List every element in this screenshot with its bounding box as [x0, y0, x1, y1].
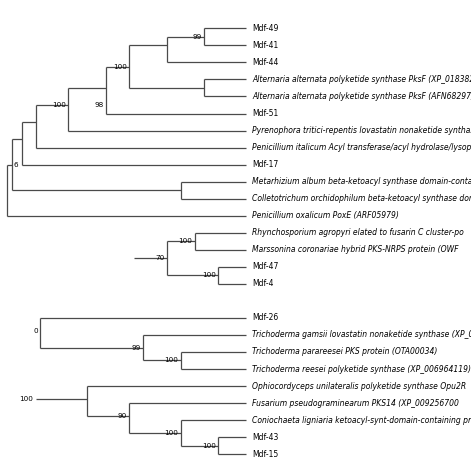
Text: Rhynchosporium agropyri elated to fusarin C cluster-po: Rhynchosporium agropyri elated to fusari… — [252, 228, 464, 237]
Text: Trichoderma gamsii lovastatin nonaketide synthase (XP_018659688): Trichoderma gamsii lovastatin nonaketide… — [252, 330, 474, 339]
Text: Mdf-17: Mdf-17 — [252, 160, 278, 169]
Text: Penicillium italicum Acyl transferase/acyl hydrolase/lysophospholipa: Penicillium italicum Acyl transferase/ac… — [252, 143, 474, 152]
Text: Mdf-44: Mdf-44 — [252, 58, 278, 67]
Text: Pyrenophora tritici-repentis lovastatin nonaketide synthase (XP_00: Pyrenophora tritici-repentis lovastatin … — [252, 126, 474, 135]
Text: 100: 100 — [179, 238, 192, 244]
Text: Mdf-15: Mdf-15 — [252, 450, 278, 459]
Text: 100: 100 — [164, 430, 178, 436]
Text: Trichoderma reesei polyketide synthase (XP_006964119): Trichoderma reesei polyketide synthase (… — [252, 365, 471, 374]
Text: Penicillium oxalicum PoxE (ARF05979): Penicillium oxalicum PoxE (ARF05979) — [252, 211, 399, 220]
Text: Fusarium pseudograminearum PKS14 (XP_009256700: Fusarium pseudograminearum PKS14 (XP_009… — [252, 399, 459, 408]
Text: Marssonina coronariae hybrid PKS-NRPS protein (OWF: Marssonina coronariae hybrid PKS-NRPS pr… — [252, 245, 458, 254]
Text: Alternaria alternata polyketide synthase PksF (AFN68297): Alternaria alternata polyketide synthase… — [252, 92, 474, 101]
Text: 90: 90 — [118, 413, 127, 419]
Text: Coniochaeta ligniaria ketoacyl-synt-domain-containing pro: Coniochaeta ligniaria ketoacyl-synt-doma… — [252, 416, 474, 425]
Text: Mdf-47: Mdf-47 — [252, 262, 278, 271]
Text: Trichoderma parareesei PKS protein (OTA00034): Trichoderma parareesei PKS protein (OTA0… — [252, 347, 438, 356]
Text: 100: 100 — [19, 396, 33, 402]
Text: 6: 6 — [13, 162, 18, 168]
Text: 100: 100 — [164, 357, 178, 364]
Text: 100: 100 — [202, 443, 216, 449]
Text: Mdf-49: Mdf-49 — [252, 24, 278, 33]
Text: 70: 70 — [155, 255, 164, 261]
Text: Metarhizium album beta-ketoacyl synthase domain-containing protei: Metarhizium album beta-ketoacyl synthase… — [252, 177, 474, 186]
Text: 0: 0 — [33, 328, 38, 334]
Text: Mdf-51: Mdf-51 — [252, 109, 278, 118]
Text: 100: 100 — [52, 102, 66, 108]
Text: 100: 100 — [202, 273, 216, 278]
Text: 99: 99 — [192, 34, 202, 40]
Text: 100: 100 — [113, 64, 127, 70]
Text: Ophiocordyceps unilateralis polyketide synthase Opu2R: Ophiocordyceps unilateralis polyketide s… — [252, 382, 466, 391]
Text: Mdf-43: Mdf-43 — [252, 433, 278, 442]
Text: 99: 99 — [132, 345, 141, 351]
Text: Colletotrichum orchidophilum beta-ketoacyl synthase domain-containin: Colletotrichum orchidophilum beta-ketoac… — [252, 194, 474, 203]
Text: Mdf-26: Mdf-26 — [252, 313, 278, 322]
Text: 98: 98 — [94, 102, 103, 108]
Text: Mdf-41: Mdf-41 — [252, 41, 278, 50]
Text: Alternaria alternata polyketide synthase PksF (XP_018382155): Alternaria alternata polyketide synthase… — [252, 75, 474, 84]
Text: Mdf-4: Mdf-4 — [252, 279, 273, 288]
